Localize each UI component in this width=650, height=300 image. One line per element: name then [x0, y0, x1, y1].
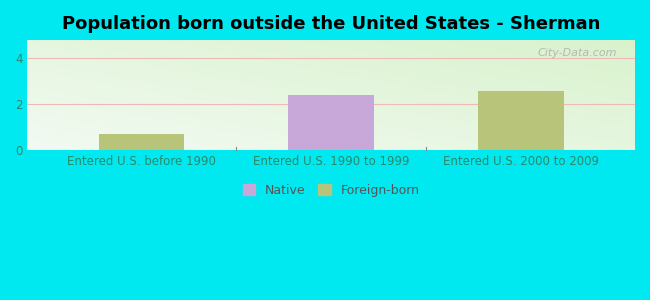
Legend: Native, Foreign-born: Native, Foreign-born	[242, 184, 420, 197]
Title: Population born outside the United States - Sherman: Population born outside the United State…	[62, 15, 601, 33]
Text: City-Data.com: City-Data.com	[538, 48, 617, 58]
Bar	[478, 91, 564, 150]
Bar	[99, 134, 184, 150]
Bar	[289, 95, 374, 150]
